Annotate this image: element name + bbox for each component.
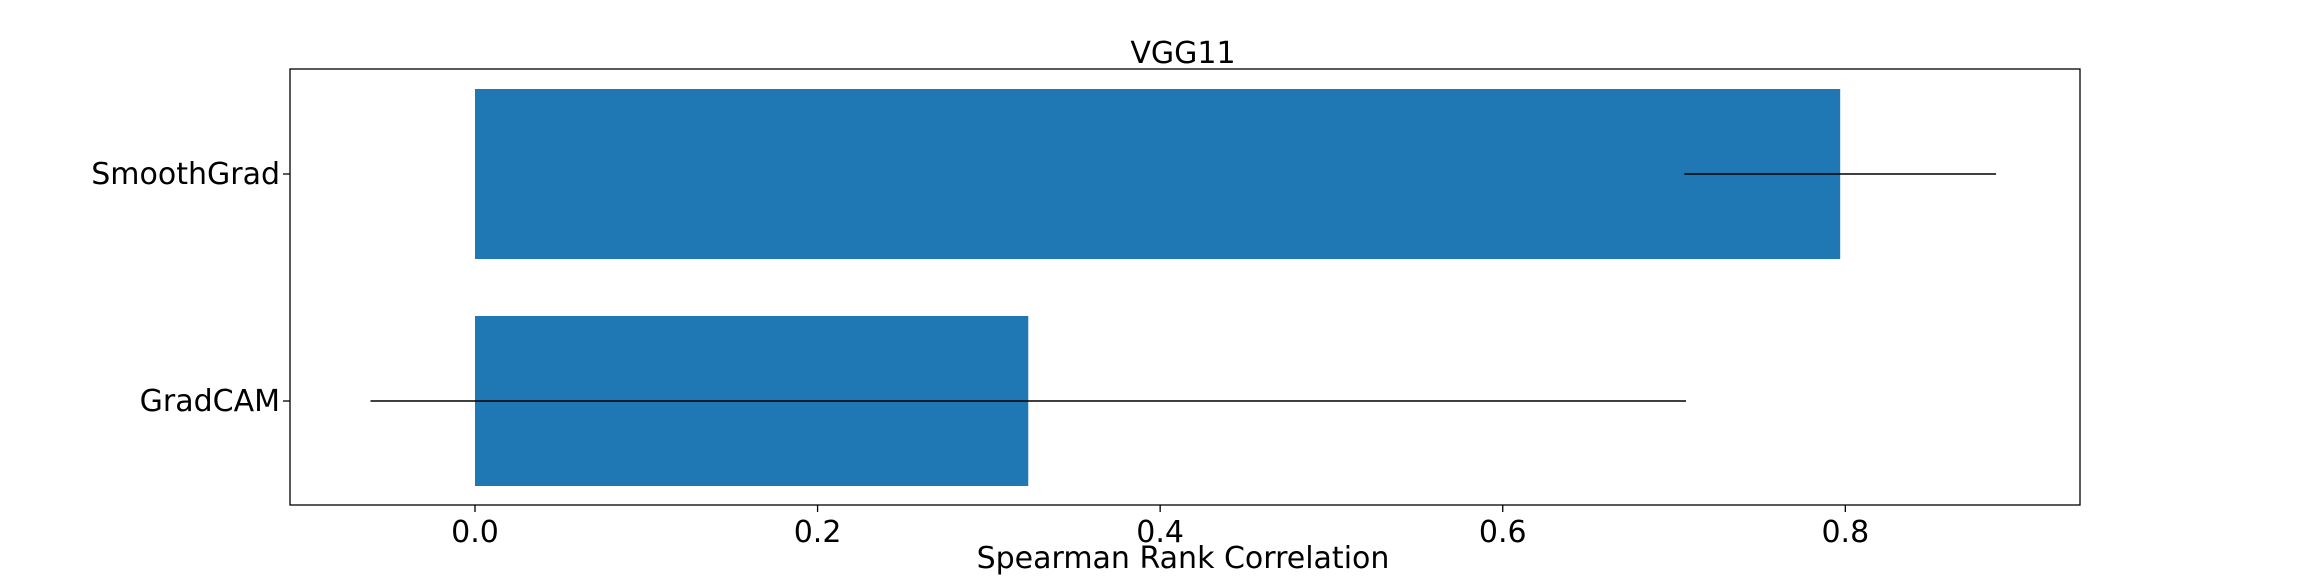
x-tick-label: 0.2	[794, 515, 842, 550]
x-tick-label: 0.8	[1821, 515, 1869, 550]
x-axis-label: Spearman Rank Correlation	[977, 541, 1390, 576]
bar-smoothgrad	[474, 89, 1841, 259]
x-tick-label: 0.0	[451, 515, 499, 550]
plot-frame	[289, 68, 2081, 506]
y-tick-label-smoothgrad: SmoothGrad	[91, 157, 280, 192]
x-tick-label: 0.4	[1136, 515, 1184, 550]
y-tick-label-gradcam: GradCAM	[140, 384, 280, 419]
chart-title: VGG11	[1130, 36, 1235, 71]
x-tick-label: 0.6	[1479, 515, 1527, 550]
